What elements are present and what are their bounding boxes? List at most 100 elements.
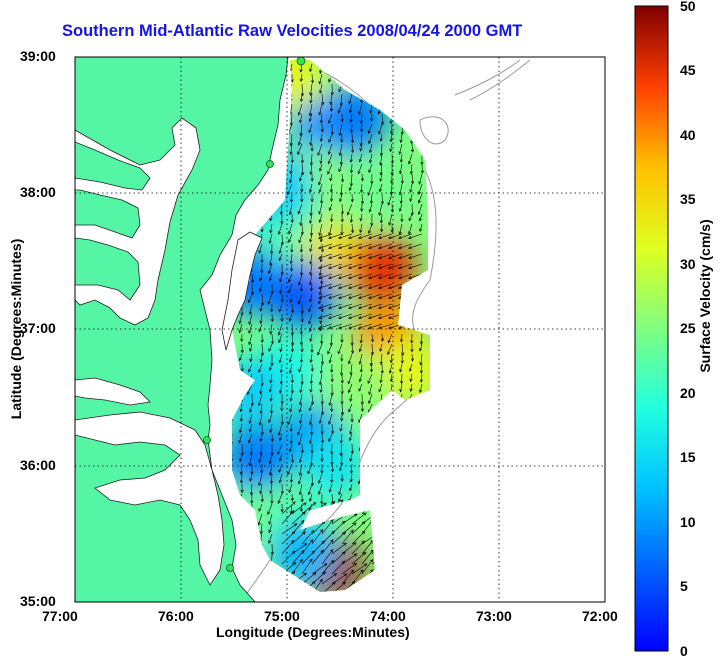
velocity-arrow	[261, 293, 265, 306]
velocity-arrow	[320, 193, 324, 205]
velocity-arrow	[297, 423, 303, 436]
velocity-arrow	[338, 123, 343, 137]
velocity-arrow	[330, 463, 334, 473]
velocity-arrow	[290, 323, 295, 336]
velocity-arrow	[249, 403, 253, 413]
velocity-arrow	[290, 383, 294, 394]
velocity-arrow	[349, 463, 354, 474]
velocity-arrow	[290, 343, 294, 353]
velocity-arrow	[288, 203, 293, 216]
velocity-arrow	[239, 453, 243, 463]
velocity-arrow	[410, 353, 414, 362]
velocity-arrow	[409, 373, 413, 383]
velocity-arrow	[350, 143, 355, 154]
velocity-arrow	[320, 303, 324, 313]
velocity-arrow	[280, 233, 284, 246]
velocity-arrow	[270, 493, 274, 505]
velocity-arrow	[279, 363, 283, 374]
velocity-arrow	[330, 423, 335, 435]
velocity-arrow	[318, 173, 323, 186]
velocity-arrow	[348, 313, 363, 320]
velocity-arrow	[248, 313, 253, 326]
velocity-arrow	[379, 353, 383, 366]
y-tick-label: 38:00	[20, 184, 56, 200]
velocity-arrow	[390, 223, 394, 234]
station-markers	[203, 56, 306, 572]
velocity-arrow	[330, 193, 334, 203]
y-axis-label: Latitude (Degrees:Minutes)	[8, 238, 24, 420]
velocity-arrow	[368, 133, 373, 145]
velocity-arrow	[309, 93, 313, 104]
velocity-arrow	[309, 153, 314, 166]
velocity-arrow	[280, 403, 284, 412]
velocity-arrow	[389, 133, 393, 143]
velocity-arrow	[248, 363, 253, 373]
velocity-arrow	[317, 143, 323, 156]
velocity-arrow	[379, 343, 383, 352]
velocity-arrow	[328, 253, 343, 260]
velocity-arrow	[339, 463, 343, 472]
velocity-arrow	[309, 203, 313, 216]
velocity-arrow	[388, 233, 403, 240]
velocity-arrow	[300, 443, 304, 454]
velocity-arrow	[389, 373, 394, 383]
velocity-arrow	[321, 93, 325, 106]
velocity-arrow	[370, 333, 375, 343]
velocity-arrow	[259, 523, 263, 535]
x-axis-label: Longitude (Degrees:Minutes)	[216, 624, 410, 640]
velocity-arrow	[238, 433, 243, 444]
velocity-arrow	[330, 123, 334, 136]
velocity-arrow	[288, 483, 293, 494]
velocity-arrow	[297, 143, 303, 156]
velocity-arrow	[349, 473, 353, 483]
velocity-arrow	[388, 293, 403, 300]
velocity-arrow	[309, 233, 313, 243]
velocity-arrow	[318, 243, 333, 250]
velocity-arrow	[410, 333, 414, 344]
velocity-arrow	[370, 343, 375, 356]
velocity-arrow	[340, 373, 344, 384]
velocity-arrow	[379, 163, 383, 176]
velocity-arrow	[289, 423, 293, 432]
velocity-arrow	[350, 343, 355, 355]
velocity-arrow	[260, 463, 264, 474]
velocity-arrow	[358, 353, 363, 365]
velocity-arrow	[268, 253, 273, 267]
velocity-arrow	[269, 483, 273, 495]
velocity-arrow	[299, 323, 303, 335]
velocity-arrow	[259, 443, 263, 456]
velocity-arrow	[358, 263, 373, 270]
velocity-arrow	[378, 303, 393, 310]
velocity-arrow	[387, 333, 393, 344]
velocity-arrow	[258, 473, 263, 487]
velocity-arrow	[270, 333, 275, 345]
velocity-arrow	[328, 133, 333, 143]
velocity-arrow	[320, 433, 325, 444]
velocity-arrow	[330, 383, 334, 397]
velocity-arrow	[338, 143, 343, 157]
velocity-arrow	[269, 463, 273, 476]
velocity-arrow	[348, 253, 363, 260]
velocity-arrow	[360, 123, 364, 133]
velocity-arrow	[318, 213, 323, 224]
velocity-arrow	[338, 263, 353, 270]
velocity-arrow	[378, 243, 393, 250]
colorbar-tick-label: 45	[680, 62, 696, 78]
velocity-arrow	[409, 383, 413, 392]
velocity-arrow	[309, 263, 313, 276]
velocity-arrow	[367, 373, 373, 385]
velocity-arrow	[269, 223, 273, 234]
velocity-arrow	[339, 193, 343, 203]
velocity-arrow	[300, 183, 304, 193]
velocity-arrow	[319, 133, 323, 143]
velocity-arrow	[309, 293, 313, 303]
velocity-arrow	[299, 123, 303, 137]
velocity-arrow	[328, 413, 333, 425]
velocity-arrow	[310, 193, 314, 203]
velocity-arrow	[380, 193, 385, 205]
velocity-arrow	[368, 163, 373, 174]
velocity-arrow	[277, 493, 283, 505]
velocity-arrow	[268, 233, 273, 245]
velocity-arrow	[307, 463, 313, 475]
velocity-arrow	[300, 193, 304, 203]
